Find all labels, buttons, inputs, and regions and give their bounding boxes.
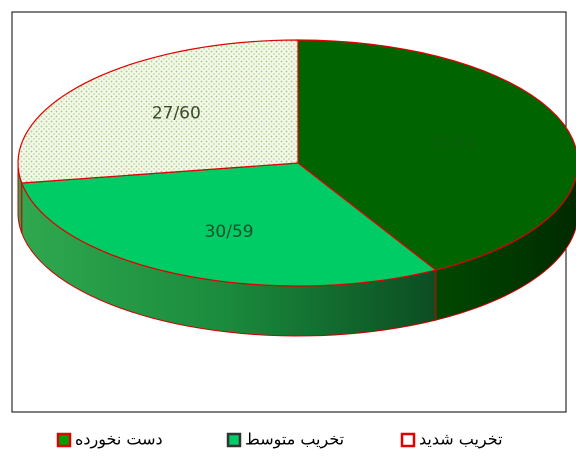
pie-slice	[17, 39, 299, 184]
data-label: 27/60	[152, 104, 201, 124]
legend-label: دست نخورده	[75, 430, 163, 450]
data-label: 41/81	[428, 134, 477, 154]
legend-swatch	[400, 432, 416, 448]
data-label: 30/59	[205, 222, 254, 242]
legend-swatch	[56, 432, 72, 448]
legend-label: تخریب شدید	[419, 430, 503, 450]
pie-slice	[20, 162, 438, 287]
pie-slice	[297, 39, 576, 271]
legend-swatch	[226, 432, 242, 448]
legend-label: تخریب متوسط	[245, 430, 344, 450]
